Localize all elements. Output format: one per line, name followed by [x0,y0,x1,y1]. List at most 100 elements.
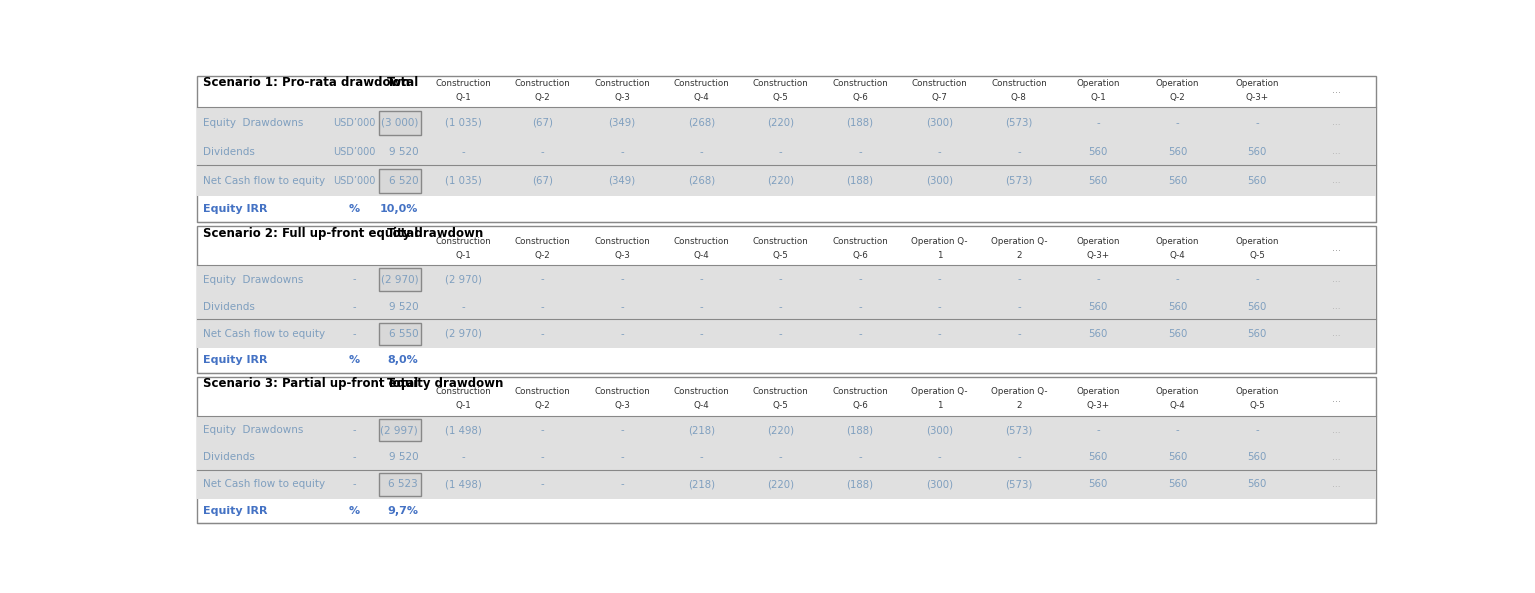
Bar [379,268,421,291]
Text: (268): (268) [688,117,715,127]
Text: -: - [1256,275,1259,285]
Text: (300): (300) [926,479,953,489]
Text: -: - [778,275,783,285]
Text: ...: ... [1332,394,1342,404]
Text: 560: 560 [1168,176,1188,186]
Text: -: - [540,302,545,312]
Text: -: - [1256,425,1259,435]
Text: -: - [462,452,465,463]
Text: 560: 560 [1248,479,1266,489]
Text: 560: 560 [1168,479,1188,489]
Text: Q-2: Q-2 [534,93,551,101]
Text: Q-4: Q-4 [1170,401,1185,410]
Bar [198,445,1375,470]
Text: 560: 560 [1168,452,1188,463]
Text: (2 970): (2 970) [445,329,482,339]
Text: (573): (573) [1005,479,1033,489]
Text: -: - [700,329,703,339]
Text: ...: ... [1332,452,1340,462]
Text: -: - [938,302,941,312]
Text: Q-3+: Q-3+ [1087,401,1110,410]
Text: ...: ... [1332,426,1340,435]
Text: Construction: Construction [674,237,729,246]
Text: Construction: Construction [992,79,1047,88]
Text: ...: ... [1332,176,1340,185]
Text: -: - [1176,425,1179,435]
Text: Construction: Construction [436,387,491,396]
Text: -: - [620,452,623,463]
Text: (218): (218) [688,479,715,489]
Text: USD’000: USD’000 [333,176,375,186]
Text: -: - [858,452,863,463]
Text: Operation: Operation [1076,387,1121,396]
Text: (573): (573) [1005,117,1033,127]
Text: -: - [352,479,356,489]
Bar [198,227,1375,372]
Text: Q-3: Q-3 [614,251,629,260]
Text: -: - [352,275,356,285]
Text: Operation Q-: Operation Q- [912,387,967,396]
Bar [379,419,421,441]
Text: (188): (188) [847,479,873,489]
Text: Construction: Construction [752,387,809,396]
Text: Construction: Construction [832,79,889,88]
Text: -: - [778,302,783,312]
Text: (300): (300) [926,425,953,435]
Text: 560: 560 [1088,452,1108,463]
Text: Q-8: Q-8 [1012,93,1027,101]
Text: 6 520: 6 520 [388,176,418,186]
Text: -: - [1096,275,1101,285]
Text: 560: 560 [1248,176,1266,186]
Text: Operation: Operation [1236,387,1279,396]
Text: -: - [1018,452,1021,463]
Text: Equity  Drawdowns: Equity Drawdowns [203,117,302,127]
Text: Q-1: Q-1 [1090,93,1107,101]
Text: Scenario 1: Pro-rata drawdown: Scenario 1: Pro-rata drawdown [203,76,410,89]
Text: Q-3: Q-3 [614,93,629,101]
Text: 9 520: 9 520 [388,452,418,463]
Text: ...: ... [1332,329,1340,339]
Text: (218): (218) [688,425,715,435]
Text: Construction: Construction [594,387,649,396]
Text: -: - [540,425,545,435]
Text: 9 520: 9 520 [388,302,418,312]
Text: -: - [1096,117,1101,127]
Text: ...: ... [1332,480,1340,489]
Text: Q-3+: Q-3+ [1245,93,1268,101]
Text: Construction: Construction [514,237,571,246]
Text: (2 970): (2 970) [445,275,482,285]
Text: Construction: Construction [514,79,571,88]
Text: Q-4: Q-4 [1170,251,1185,260]
Text: -: - [778,146,783,157]
Bar [198,377,1375,523]
Text: %: % [348,506,359,516]
Text: -: - [540,479,545,489]
Text: (188): (188) [847,117,873,127]
Bar [198,265,1375,294]
Text: -: - [620,479,623,489]
Text: -: - [1176,117,1179,127]
Text: (1 498): (1 498) [445,425,482,435]
Text: Construction: Construction [752,237,809,246]
Text: (67): (67) [533,117,553,127]
Text: Q-4: Q-4 [694,401,709,410]
Text: (220): (220) [768,117,794,127]
Text: -: - [1018,275,1021,285]
Text: 560: 560 [1248,452,1266,463]
Text: -: - [700,302,703,312]
Text: Construction: Construction [912,79,967,88]
Bar [198,320,1375,348]
Text: Q-5: Q-5 [1249,401,1265,410]
Text: (188): (188) [847,176,873,186]
Text: ...: ... [1332,243,1342,253]
Text: -: - [938,329,941,339]
Text: 560: 560 [1248,329,1266,339]
Text: Equity IRR: Equity IRR [203,355,267,365]
Text: -: - [938,275,941,285]
Text: (573): (573) [1005,176,1033,186]
Text: (2 997): (2 997) [381,425,418,435]
Text: -: - [778,329,783,339]
Text: 560: 560 [1168,146,1188,157]
Text: Q-3+: Q-3+ [1087,251,1110,260]
Text: -: - [620,425,623,435]
